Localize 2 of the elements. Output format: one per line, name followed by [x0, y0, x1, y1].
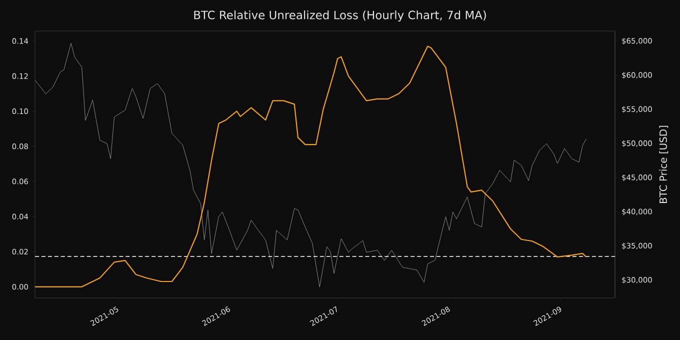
y2-axis-title: BTC Price [USD] — [659, 126, 668, 204]
chart-title: BTC Relative Unrealized Loss (Hourly Chart, 7d MA) — [194, 10, 486, 22]
